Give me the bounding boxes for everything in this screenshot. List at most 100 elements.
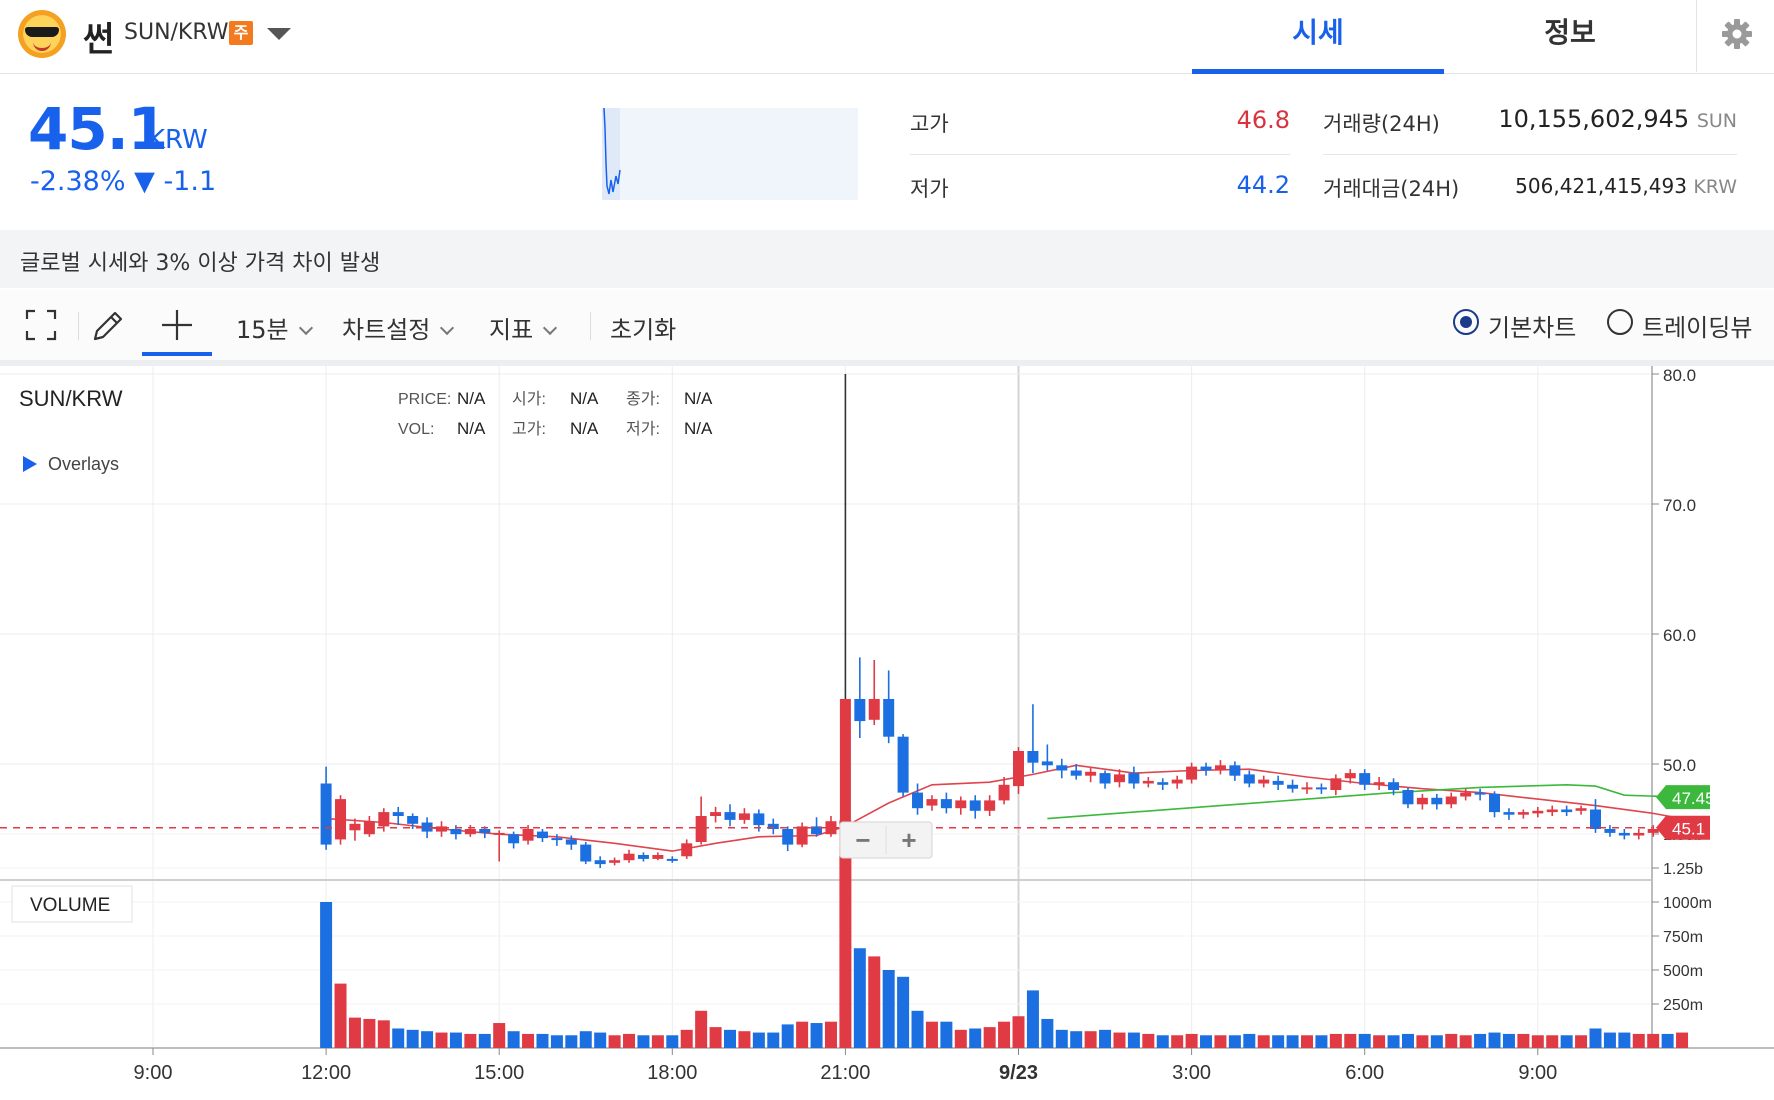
volume-bar — [1474, 1033, 1487, 1048]
settings-button[interactable] — [1696, 0, 1774, 72]
candle-body — [681, 843, 693, 857]
candlestick-chart[interactable]: 80.070.060.050.01.50b1.25b1000m750m500m2… — [0, 366, 1774, 1100]
x-tick-label: 15:00 — [474, 1062, 524, 1084]
crosshair-icon[interactable] — [160, 308, 194, 342]
interval-select[interactable]: 15분 — [236, 310, 313, 345]
candle-body — [652, 855, 664, 859]
pair-name[interactable]: SUN/KRW — [124, 20, 229, 45]
coin-select-dropdown-icon[interactable] — [267, 28, 291, 40]
volume-bar — [1459, 1035, 1472, 1048]
volume-bar — [738, 1031, 751, 1048]
chart-settings-menu[interactable]: 차트설정 — [342, 310, 455, 345]
volume-bar — [392, 1028, 405, 1048]
volume-tick-label: 1.25b — [1663, 861, 1703, 878]
candle-body — [969, 800, 981, 811]
volume-bar — [1171, 1035, 1184, 1048]
fullscreen-icon[interactable] — [24, 308, 58, 342]
volume-bar — [1661, 1033, 1674, 1048]
legend-label: VOL: — [398, 421, 434, 438]
ma-green-price-tag-label: 47.45 — [1672, 789, 1715, 808]
candle-body — [637, 855, 649, 859]
candle-body — [1113, 774, 1125, 783]
volume-bar — [1445, 1033, 1458, 1048]
pencil-icon[interactable] — [90, 308, 126, 344]
volume-bar — [550, 1035, 563, 1048]
x-tick-label: 3:00 — [1172, 1062, 1211, 1084]
volume-bar — [1026, 990, 1039, 1048]
candle-body — [811, 826, 823, 835]
candle-body — [1445, 796, 1457, 805]
legend-value: N/A — [684, 389, 713, 408]
volume-bar — [1228, 1035, 1241, 1048]
volume-tick-label: 500m — [1663, 963, 1703, 980]
candle-body — [984, 800, 996, 811]
volume-tick-label: 250m — [1663, 997, 1703, 1014]
volume-bar — [1055, 1029, 1068, 1048]
volume-bar — [1315, 1035, 1328, 1048]
current-price: 45.1 — [28, 95, 168, 163]
candle-body — [1561, 809, 1573, 813]
volume-tick-label: 750m — [1663, 929, 1703, 946]
candle-body — [407, 816, 419, 824]
y-tick-label: 80.0 — [1663, 366, 1696, 385]
reset-button[interactable]: 초기화 — [610, 316, 677, 344]
coin-name[interactable]: 썬 — [83, 20, 115, 60]
y-tick-label: 70.0 — [1663, 496, 1696, 515]
overlays-toggle[interactable]: Overlays — [48, 454, 119, 474]
volume-bar — [1099, 1029, 1112, 1048]
volume-bar — [1214, 1035, 1227, 1048]
volume-bar — [1589, 1028, 1602, 1048]
legend-value: N/A — [570, 389, 599, 408]
coin-logo — [18, 10, 66, 58]
candle-body — [1590, 809, 1601, 829]
high-label: 고가 — [910, 112, 949, 136]
candle-body — [1099, 773, 1111, 784]
caution-badge: 주 — [229, 21, 253, 45]
price-change: -2.38% ▼ -1.1 — [30, 166, 217, 197]
zoom-in-button[interactable]: + — [901, 825, 916, 855]
volume-bar — [1560, 1035, 1573, 1048]
volume-bar — [897, 976, 910, 1048]
candle-body — [565, 839, 577, 845]
x-tick-label: 6:00 — [1345, 1062, 1384, 1084]
candle-body — [1575, 808, 1587, 811]
volume-bar — [348, 1017, 361, 1048]
current-price-tag-label: 45.1 — [1672, 820, 1705, 839]
volume-bar — [954, 1029, 967, 1048]
ma-green-line — [1047, 783, 1683, 820]
candle-body — [782, 829, 794, 845]
candle-body — [926, 799, 938, 806]
candle-body — [1330, 778, 1342, 790]
volume-bar — [853, 948, 866, 1048]
volume-bar — [651, 1035, 664, 1048]
zoom-out-button[interactable]: − — [855, 825, 870, 855]
tradingview-label[interactable]: 트레이딩뷰 — [1642, 314, 1753, 342]
volume-bar — [363, 1018, 376, 1048]
volume-bar — [882, 970, 895, 1048]
volume-bar — [1575, 1035, 1588, 1048]
volume-bar — [1387, 1035, 1400, 1048]
volume-bar — [435, 1032, 448, 1048]
candle-body — [666, 858, 678, 861]
x-tick-label: 9/23 — [999, 1062, 1038, 1084]
candle-body — [955, 800, 967, 809]
candle-body — [1315, 787, 1327, 790]
candle-body — [1431, 797, 1443, 805]
basic-chart-radio[interactable] — [1453, 309, 1479, 335]
candle-body — [623, 853, 635, 861]
legend-value: N/A — [457, 389, 486, 408]
volume-bar — [1502, 1033, 1515, 1048]
volume-panel-label: VOLUME — [30, 895, 110, 916]
price-chart[interactable]: 80.070.060.050.01.50b1.25b1000m750m500m2… — [0, 366, 1774, 1100]
tab-info[interactable]: 정보 — [1544, 16, 1596, 49]
amount-24h-label: 거래대금(24H) — [1323, 177, 1460, 201]
indicators-menu[interactable]: 지표 — [489, 310, 558, 345]
candle-body — [1647, 829, 1659, 833]
tab-price[interactable]: 시세 — [1192, 0, 1444, 74]
volume-bar — [623, 1033, 636, 1048]
legend-label: PRICE: — [398, 391, 451, 408]
x-tick-label: 9:00 — [1518, 1062, 1557, 1084]
basic-chart-label[interactable]: 기본차트 — [1488, 314, 1577, 342]
volume-bar — [1329, 1033, 1342, 1048]
tradingview-radio[interactable] — [1607, 309, 1633, 335]
